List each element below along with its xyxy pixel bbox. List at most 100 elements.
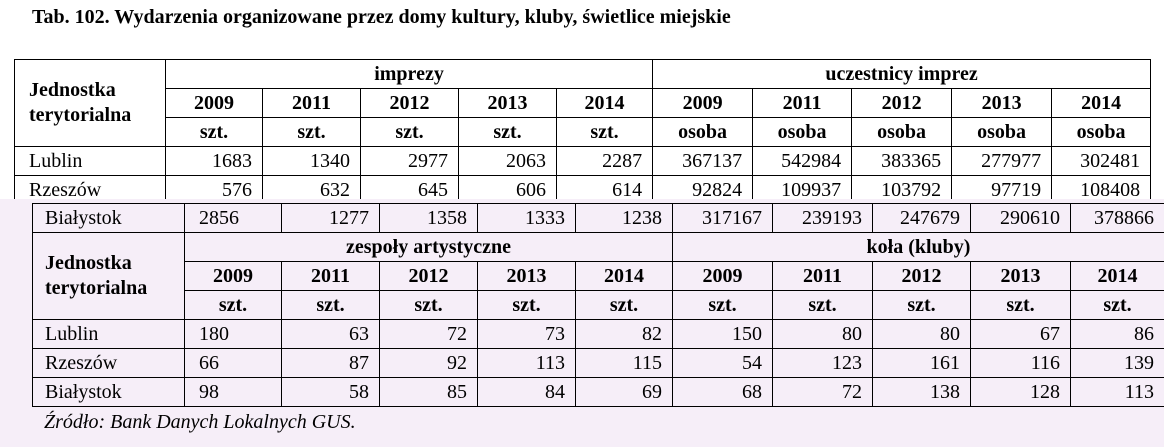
unit-header: osoba	[652, 117, 754, 147]
cell: 87	[281, 348, 380, 378]
cell: 1333	[477, 203, 576, 233]
cell: 92	[379, 348, 478, 378]
unit-header: szt.	[184, 290, 282, 320]
row-label: Białystok	[32, 377, 185, 407]
cell: 367137	[652, 146, 754, 176]
cell: 2856	[184, 203, 282, 233]
cell: 86	[1070, 319, 1164, 349]
table-row: Rzeszów 66 87 92 113 115 54 123 161 116 …	[32, 348, 1164, 378]
unit-header: szt.	[970, 290, 1071, 320]
group-header-uczestnicy: uczestnicy imprez	[652, 59, 1152, 89]
year-header: 2011	[281, 261, 380, 291]
cell: 247679	[872, 203, 971, 233]
table-row: Białystok 2856 1277 1358 1333 1238 31716…	[32, 203, 1164, 233]
unit-header: szt.	[1070, 290, 1164, 320]
year-header: 2012	[872, 261, 971, 291]
cell: 317167	[672, 203, 773, 233]
cell: 161	[872, 348, 971, 378]
cell: 80	[872, 319, 971, 349]
cell: 2287	[555, 146, 654, 176]
cell: 69	[575, 377, 673, 407]
cell: 72	[379, 319, 478, 349]
unit-header: szt.	[458, 117, 557, 147]
cell: 116	[970, 348, 1071, 378]
year-header: 2012	[851, 88, 953, 118]
year-header: 2012	[379, 261, 478, 291]
cell: 383365	[851, 146, 953, 176]
cell: 302481	[1051, 146, 1152, 176]
year-header: 2013	[477, 261, 576, 291]
cell: 1683	[165, 146, 263, 176]
table-row: Rzeszów 576 632 645 606 614 92824 109937…	[14, 175, 1152, 205]
year-header: 2013	[951, 88, 1053, 118]
group-header-imprezy: imprezy	[164, 59, 654, 89]
cell: 239193	[772, 203, 873, 233]
group-header-zespoly: zespoły artystyczne	[184, 232, 673, 262]
unit-header: osoba	[752, 117, 853, 147]
cell: 1358	[379, 203, 478, 233]
table-row: Lublin 1683 1340 2977 2063 2287 367137 5…	[14, 146, 1152, 176]
cell: 98	[184, 377, 282, 407]
cell: 378866	[1070, 203, 1164, 233]
year-header: 2009	[652, 88, 754, 118]
row-label: Lublin	[14, 146, 166, 176]
unit-header: szt.	[672, 290, 773, 320]
unit-header: szt.	[477, 290, 576, 320]
table-title: Tab. 102. Wydarzenia organizowane przez …	[32, 6, 731, 28]
cell: 54	[672, 348, 773, 378]
unit-header: szt.	[165, 117, 263, 147]
year-header: 2011	[772, 261, 873, 291]
unit-header: szt.	[379, 290, 478, 320]
unit-header: szt.	[772, 290, 873, 320]
cell: 139	[1070, 348, 1164, 378]
year-header: 2009	[184, 261, 282, 291]
year-header: 2009	[165, 88, 263, 118]
year-header: 2013	[458, 88, 557, 118]
year-header: 2014	[1070, 261, 1164, 291]
unit-header: szt.	[262, 117, 361, 147]
source-note: Źródło: Bank Danych Lokalnych GUS.	[44, 411, 356, 433]
unit-header: szt.	[872, 290, 971, 320]
unit-header: osoba	[851, 117, 953, 147]
cell: 73	[477, 319, 576, 349]
unit-header: szt.	[555, 117, 654, 147]
year-header: 2014	[575, 261, 673, 291]
cell: 1340	[262, 146, 361, 176]
year-header: 2011	[752, 88, 853, 118]
row-label: Lublin	[32, 319, 185, 349]
unit-header: osoba	[1051, 117, 1152, 147]
cell: 290610	[970, 203, 1071, 233]
events-table: Jednostka terytorialna imprezy uczestnic…	[14, 59, 1152, 205]
groups-table: Białystok 2856 1277 1358 1333 1238 31716…	[32, 203, 1164, 407]
cell: 138	[872, 377, 971, 407]
row-label: Białystok	[32, 203, 185, 233]
cell: 277977	[951, 146, 1053, 176]
cell: 2977	[360, 146, 459, 176]
cell: 113	[1070, 377, 1164, 407]
cell: 1238	[575, 203, 673, 233]
cell: 68	[672, 377, 773, 407]
group-header-kola: koła (kluby)	[672, 232, 1164, 262]
row-header: Jednostka terytorialna	[14, 59, 166, 147]
cell: 66	[184, 348, 282, 378]
cell: 58	[281, 377, 380, 407]
year-header: 2011	[262, 88, 361, 118]
unit-header: szt.	[575, 290, 673, 320]
unit-header: szt.	[360, 117, 459, 147]
cell: 115	[575, 348, 673, 378]
cell: 80	[772, 319, 873, 349]
year-header: 2012	[360, 88, 459, 118]
year-header: 2014	[1051, 88, 1152, 118]
unit-header: szt.	[281, 290, 380, 320]
cell: 82	[575, 319, 673, 349]
unit-header: osoba	[951, 117, 1053, 147]
cell: 123	[772, 348, 873, 378]
year-header: 2014	[555, 88, 654, 118]
row-header: Jednostka terytorialna	[32, 232, 185, 320]
cell: 128	[970, 377, 1071, 407]
cell: 84	[477, 377, 576, 407]
cell: 542984	[752, 146, 853, 176]
year-header: 2013	[970, 261, 1071, 291]
cell: 150	[672, 319, 773, 349]
cell: 67	[970, 319, 1071, 349]
